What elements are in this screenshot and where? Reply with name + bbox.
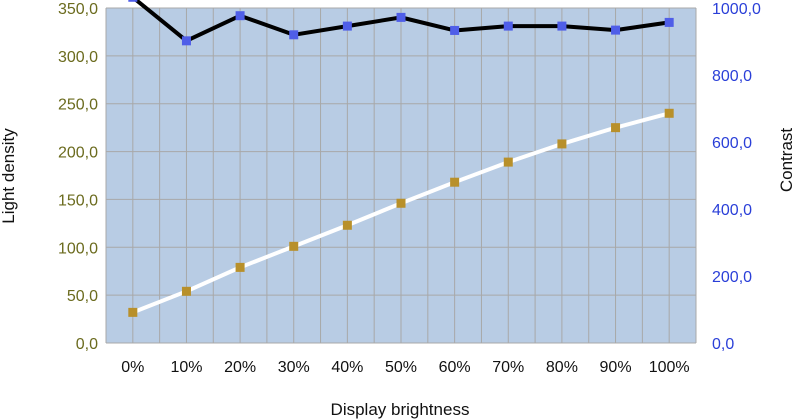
data-point-marker [181, 286, 191, 296]
y-tick-label: 0,0 [76, 336, 98, 353]
y2-tick-label: 200,0 [712, 269, 752, 286]
x-tick-label: 20% [224, 359, 256, 376]
y2-axis-title: Contrast [777, 128, 796, 193]
data-point-marker [611, 123, 621, 133]
data-point-marker [396, 12, 406, 22]
y-tick-label: 250,0 [58, 97, 98, 114]
x-tick-label: 90% [600, 359, 632, 376]
x-axis-ticks: 0% 10% 20% 30% 40% 50% 60% 70% 80% 90% 100% [121, 359, 689, 376]
y-tick-label: 50,0 [67, 288, 98, 305]
data-point-marker [235, 11, 245, 21]
x-tick-label: 70% [492, 359, 524, 376]
data-point-marker [128, 307, 138, 317]
data-point-marker [450, 177, 460, 187]
x-tick-label: 80% [546, 359, 578, 376]
y2-tick-label: 600,0 [712, 135, 752, 152]
y-tick-label: 350,0 [58, 1, 98, 18]
x-axis-title: Display brightness [331, 400, 470, 419]
x-tick-label: 100% [649, 359, 690, 376]
y-tick-label: 100,0 [58, 240, 98, 257]
gridlines [105, 7, 697, 344]
data-point-marker [503, 21, 513, 31]
y2-tick-label: 400,0 [712, 202, 752, 219]
y2-tick-label: 1000,0 [712, 1, 761, 18]
data-point-marker [128, 0, 138, 2]
data-point-marker [181, 36, 191, 46]
data-point-marker [235, 262, 245, 272]
data-point-marker [396, 198, 406, 208]
data-point-marker [611, 25, 621, 35]
data-point-marker [342, 21, 352, 31]
y-tick-label: 300,0 [58, 49, 98, 66]
y2-tick-label: 800,0 [712, 68, 752, 85]
left-axis-ticks: 0,0 50,0 100,0 150,0 200,0 250,0 300,0 350,0 [58, 1, 98, 353]
data-point-marker [664, 17, 674, 27]
series-layer [128, 0, 674, 317]
data-point-marker [342, 220, 352, 230]
x-tick-label: 30% [278, 359, 310, 376]
data-point-marker [557, 21, 567, 31]
data-point-marker [664, 108, 674, 118]
y-tick-label: 150,0 [58, 192, 98, 209]
x-tick-label: 10% [170, 359, 202, 376]
data-point-marker [450, 25, 460, 35]
data-point-marker [503, 157, 513, 167]
y-tick-label: 200,0 [58, 145, 98, 162]
x-tick-label: 50% [385, 359, 417, 376]
data-point-marker [557, 139, 567, 149]
x-tick-label: 60% [439, 359, 471, 376]
x-tick-label: 40% [331, 359, 363, 376]
x-tick-label: 0% [121, 359, 144, 376]
data-point-marker [289, 30, 299, 40]
right-axis-ticks: 0,0 200,0 400,0 600,0 800,0 1000,0 [712, 1, 761, 353]
y-axis-title: Light density [0, 128, 18, 224]
y2-tick-label: 0,0 [712, 336, 734, 353]
data-point-marker [289, 241, 299, 251]
